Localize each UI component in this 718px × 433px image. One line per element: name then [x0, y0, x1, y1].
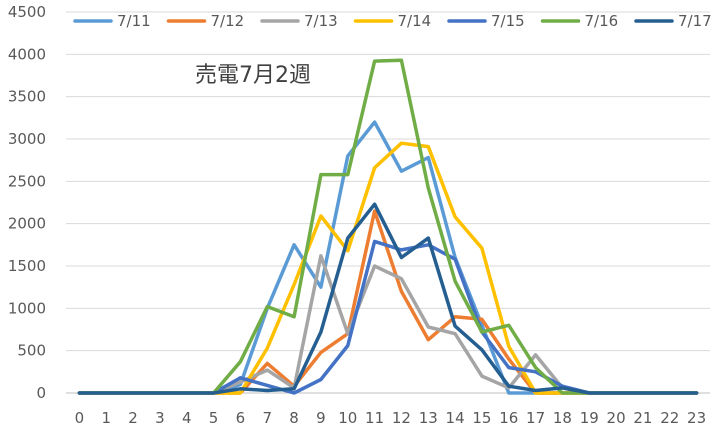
x-tick-label-2: 2 [128, 409, 138, 427]
chart-title: 売電7月2週 [195, 63, 311, 88]
x-tick-label-0: 0 [75, 409, 85, 427]
legend-label-7-15: 7/15 [491, 12, 525, 30]
legend-label-7-12: 7/12 [211, 12, 245, 30]
x-tick-label-3: 3 [155, 409, 165, 427]
series-line-7-14 [77, 141, 699, 395]
x-tick-label-6: 6 [236, 409, 246, 427]
series-line-7-11 [77, 120, 699, 395]
gridlines [66, 11, 710, 394]
series-lines [77, 58, 699, 395]
y-tick-label-2500: 2500 [8, 172, 46, 190]
y-tick-label-4500: 4500 [8, 3, 46, 21]
series-line-7-16 [77, 58, 699, 395]
x-tick-label-10: 10 [338, 409, 357, 427]
y-tick-label-1500: 1500 [8, 257, 46, 275]
x-tick-label-23: 23 [687, 409, 706, 427]
legend-label-7-17: 7/17 [678, 12, 712, 30]
x-tick-label-9: 9 [316, 409, 326, 427]
series-line-7-13 [77, 254, 699, 395]
legend-label-7-13: 7/13 [304, 12, 338, 30]
x-tick-label-13: 13 [419, 409, 438, 427]
y-tick-label-0: 0 [36, 384, 46, 402]
x-tick-label-4: 4 [182, 409, 192, 427]
y-tick-label-4000: 4000 [8, 45, 46, 63]
x-tick-label-21: 21 [633, 409, 652, 427]
x-tick-label-17: 17 [526, 409, 545, 427]
x-tick-label-8: 8 [289, 409, 299, 427]
x-tick-label-19: 19 [580, 409, 599, 427]
x-tick-label-14: 14 [446, 409, 465, 427]
x-tick-label-22: 22 [660, 409, 679, 427]
series-line-7-15 [77, 239, 699, 395]
y-tick-label-1000: 1000 [8, 299, 46, 317]
x-tick-label-18: 18 [553, 409, 572, 427]
series-line-7-12 [77, 209, 699, 395]
x-tick-label-16: 16 [499, 409, 518, 427]
x-tick-label-11: 11 [365, 409, 384, 427]
x-tick-label-7: 7 [262, 409, 272, 427]
y-tick-label-3000: 3000 [8, 130, 46, 148]
y-axis-ticks: 0 500 1000 1500 2000 2500 3000 3500 4000 4500 [8, 3, 46, 402]
x-axis-ticks: 0 1 2 3 4 5 6 7 8 9 10 11 12 13 14 15 16 17 18 19 20 21 22 23 [75, 409, 706, 427]
x-tick-label-15: 15 [472, 409, 491, 427]
x-tick-label-20: 20 [607, 409, 626, 427]
legend-label-7-16: 7/16 [585, 12, 619, 30]
y-tick-label-3500: 3500 [8, 88, 46, 106]
x-tick-label-5: 5 [209, 409, 219, 427]
x-tick-label-12: 12 [392, 409, 411, 427]
series-line-7-17 [77, 202, 699, 395]
legend: 7/11 7/12 7/13 7/14 7/15 7/16 7/17 [73, 12, 712, 30]
y-tick-label-2000: 2000 [8, 215, 46, 233]
y-tick-label-500: 500 [17, 342, 46, 360]
x-tick-label-1: 1 [101, 409, 111, 427]
legend-label-7-14: 7/14 [398, 12, 432, 30]
legend-label-7-11: 7/11 [117, 12, 151, 30]
